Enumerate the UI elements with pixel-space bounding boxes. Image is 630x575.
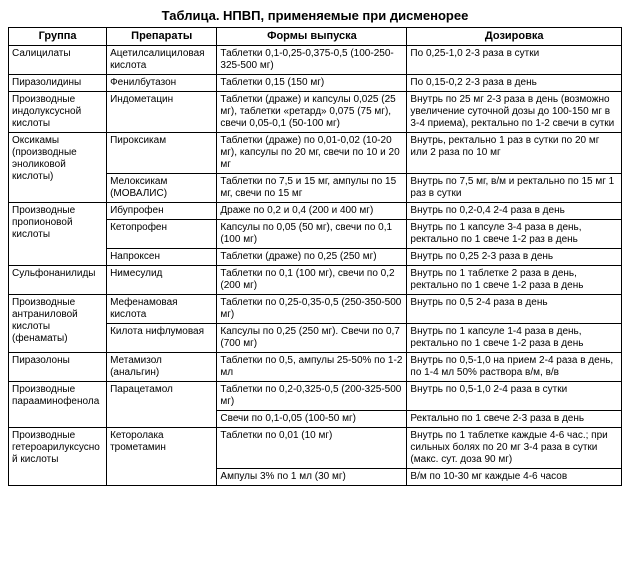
nsaid-table: Группа Препараты Формы выпуска Дозировка…: [8, 27, 622, 486]
table-row: Оксикамы (производные эноликовой кислоты…: [9, 133, 622, 174]
cell-drug: Индометацин: [107, 92, 217, 133]
cell-form: Ампулы 3% по 1 мл (30 мг): [217, 469, 407, 486]
table-row: Производные антраниловой кислоты (фенама…: [9, 295, 622, 324]
cell-form: Таблетки по 0,25-0,35-0,5 (250-350-500 м…: [217, 295, 407, 324]
cell-drug: Кеторолака трометамин: [107, 428, 217, 486]
cell-dose: По 0,25-1,0 2-3 раза в сутки: [407, 46, 622, 75]
cell-group: Производные парааминофенола: [9, 382, 107, 428]
cell-form: Таблетки (драже) по 0,25 (250 мг): [217, 249, 407, 266]
cell-dose: Внутрь по 0,5-1,0 на прием 2-4 раза в де…: [407, 353, 622, 382]
cell-group: Производные пропионовой кислоты: [9, 203, 107, 266]
cell-form: Таблетки по 0,01 (10 мг): [217, 428, 407, 469]
table-row: Пиразолидины Фенилбутазон Таблетки 0,15 …: [9, 75, 622, 92]
cell-drug: Напроксен: [107, 249, 217, 266]
col-dose: Дозировка: [407, 28, 622, 46]
cell-group: Производные антраниловой кислоты (фенама…: [9, 295, 107, 353]
cell-form: Капсулы по 0,05 (50 мг), свечи по 0,1 (1…: [217, 220, 407, 249]
table-row: Производные пропионовой кислоты Ибупрофе…: [9, 203, 622, 220]
cell-group: Производные индолуксусной кислоты: [9, 92, 107, 133]
col-drug: Препараты: [107, 28, 217, 46]
cell-drug: Пироксикам: [107, 133, 217, 174]
cell-dose: Внутрь по 0,5-1,0 2-4 раза в сутки: [407, 382, 622, 411]
cell-form: Таблетки по 0,2-0,325-0,5 (200-325-500 м…: [217, 382, 407, 411]
table-row: Салицилаты Ацетилсалициловая кислота Таб…: [9, 46, 622, 75]
cell-form: Свечи по 0,1-0,05 (100-50 мг): [217, 411, 407, 428]
cell-dose: Внутрь по 1 таблетке каждые 4-6 час.; пр…: [407, 428, 622, 469]
cell-group: Пиразолоны: [9, 353, 107, 382]
cell-dose: По 0,15-0,2 2-3 раза в день: [407, 75, 622, 92]
cell-form: Таблетки по 0,5, ампулы 25-50% по 1-2 мл: [217, 353, 407, 382]
cell-group: Сульфонанилиды: [9, 266, 107, 295]
cell-drug: Килота нифлумовая: [107, 324, 217, 353]
cell-dose: Внутрь, ректально 1 раз в сутки по 20 мг…: [407, 133, 622, 174]
cell-drug: Мелоксикам (МОВАЛИС): [107, 174, 217, 203]
cell-dose: Внутрь по 1 капсуле 3-4 раза в день, рек…: [407, 220, 622, 249]
cell-drug: Парацетамол: [107, 382, 217, 428]
cell-group: Производные гетероарилуксусной кислоты: [9, 428, 107, 486]
cell-form: Таблетки (драже) и капсулы 0,025 (25 мг)…: [217, 92, 407, 133]
cell-drug: Фенилбутазон: [107, 75, 217, 92]
cell-form: Таблетки по 7,5 и 15 мг, ампулы по 15 мг…: [217, 174, 407, 203]
cell-drug: Нимесулид: [107, 266, 217, 295]
cell-dose: Ректально по 1 свече 2-3 раза в день: [407, 411, 622, 428]
cell-dose: В/м по 10-30 мг каждые 4-6 часов: [407, 469, 622, 486]
cell-drug: Мефенамовая кислота: [107, 295, 217, 324]
col-group: Группа: [9, 28, 107, 46]
table-row: Производные гетероарилуксусной кислоты К…: [9, 428, 622, 469]
header-row: Группа Препараты Формы выпуска Дозировка: [9, 28, 622, 46]
cell-drug: Метамизол (анальгин): [107, 353, 217, 382]
cell-form: Таблетки 0,1-0,25-0,375-0,5 (100-250-325…: [217, 46, 407, 75]
cell-drug: Ацетилсалициловая кислота: [107, 46, 217, 75]
cell-dose: Внутрь по 7,5 мг, в/м и ректально по 15 …: [407, 174, 622, 203]
cell-group: Салицилаты: [9, 46, 107, 75]
cell-dose: Внутрь по 1 капсуле 1-4 раза в день, рек…: [407, 324, 622, 353]
table-row: Производные индолуксусной кислоты Индоме…: [9, 92, 622, 133]
cell-form: Таблетки по 0,1 (100 мг), свечи по 0,2 (…: [217, 266, 407, 295]
table-row: Пиразолоны Метамизол (анальгин) Таблетки…: [9, 353, 622, 382]
cell-form: Капсулы по 0,25 (250 мг). Свечи по 0,7 (…: [217, 324, 407, 353]
cell-form: Драже по 0,2 и 0,4 (200 и 400 мг): [217, 203, 407, 220]
cell-dose: Внутрь по 1 таблетке 2 раза в день, рект…: [407, 266, 622, 295]
table-row: Сульфонанилиды Нимесулид Таблетки по 0,1…: [9, 266, 622, 295]
cell-dose: Внутрь по 0,25 2-3 раза в день: [407, 249, 622, 266]
cell-form: Таблетки 0,15 (150 мг): [217, 75, 407, 92]
cell-group: Пиразолидины: [9, 75, 107, 92]
cell-dose: Внутрь по 0,5 2-4 раза в день: [407, 295, 622, 324]
table-row: Производные парааминофенола Парацетамол …: [9, 382, 622, 411]
table-title: Таблица. НПВП, применяемые при дисменоре…: [8, 8, 622, 23]
col-form: Формы выпуска: [217, 28, 407, 46]
cell-drug: Ибупрофен: [107, 203, 217, 220]
cell-dose: Внутрь по 25 мг 2-3 раза в день (возможн…: [407, 92, 622, 133]
cell-form: Таблетки (драже) по 0,01-0,02 (10-20 мг)…: [217, 133, 407, 174]
cell-group: Оксикамы (производные эноликовой кислоты…: [9, 133, 107, 203]
cell-dose: Внутрь по 0,2-0,4 2-4 раза в день: [407, 203, 622, 220]
cell-drug: Кетопрофен: [107, 220, 217, 249]
